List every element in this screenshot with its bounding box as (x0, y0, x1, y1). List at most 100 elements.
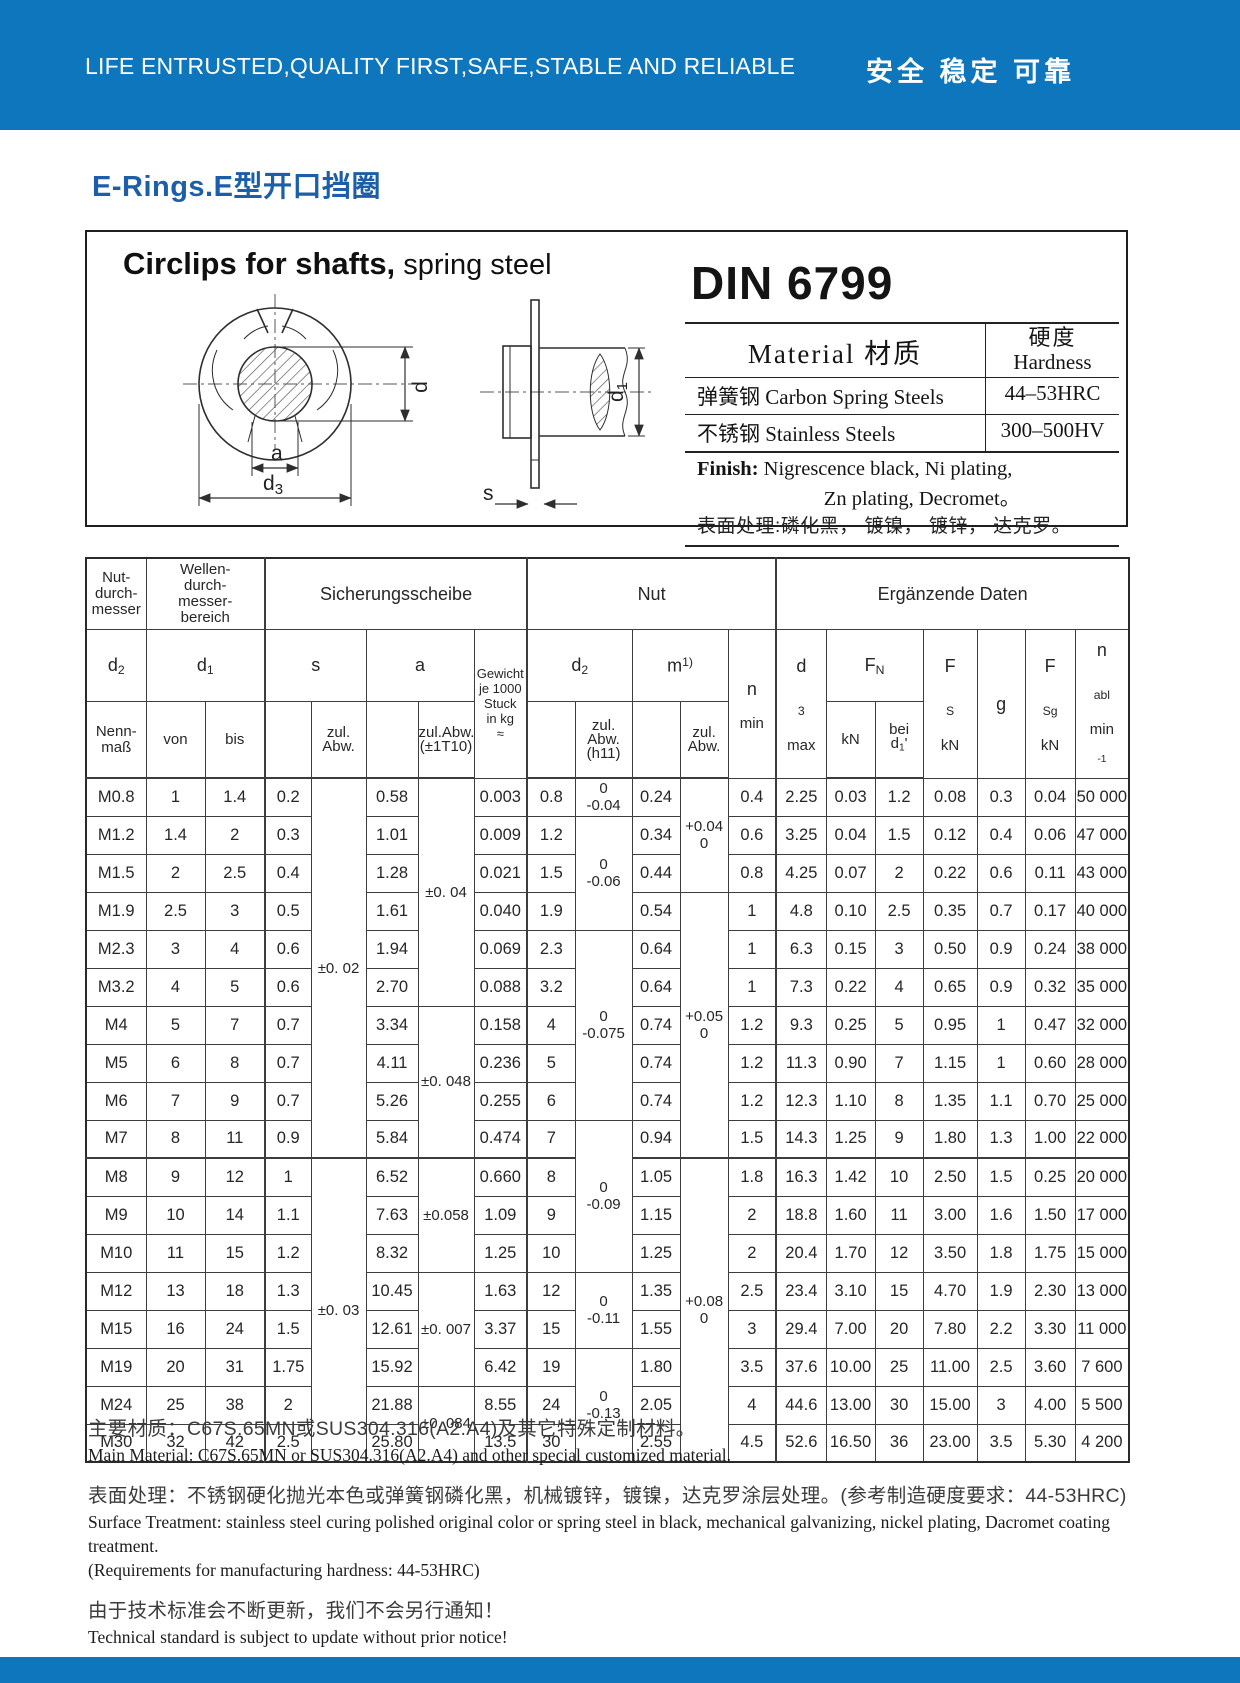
table-cell: 0.06 (1024, 815, 1076, 855)
table-cell: 2 (727, 1233, 778, 1273)
table-cell: 1.4 (204, 777, 267, 817)
tolerance-cell: 0 -0.09 (574, 1119, 633, 1273)
footer-line: (Requirements for manufacturing hardness… (88, 1560, 480, 1580)
col-header-fn-kn: kN (825, 701, 876, 780)
table-row: M15 16 24 1.5 12.61 3.37 15 1.55 3 29.4 7.00 20 7.80… (85, 1309, 1130, 1349)
table-cell: 10 (526, 1233, 576, 1273)
table-cell: 0.4 (264, 853, 312, 893)
collar-side (502, 345, 532, 439)
table-cell: 1.70 (825, 1233, 876, 1273)
table-cell: 4.25 (775, 853, 827, 893)
table-cell: 1 (727, 967, 778, 1007)
table-cell: 0.5 (264, 891, 312, 931)
table-cell: 1 (976, 1043, 1026, 1083)
row-label: M1.9 (85, 891, 147, 931)
table-cell: 1.2 (727, 1081, 778, 1121)
table-cell: 30 (526, 1423, 576, 1463)
table-cell: 15.92 (365, 1347, 419, 1387)
footer-line: 表面处理：不锈钢硬化抛光本色或弹簧钢磷化黑，机械镀锌，镀镍，达克罗涂层处理。(参… (88, 1485, 1127, 1507)
table-cell: 0.4 (976, 815, 1026, 855)
table-cell: 5.26 (365, 1081, 419, 1121)
material-row: 不锈钢 Stainless Steels 300–500HV (685, 415, 1119, 453)
table-cell: 0.6 (264, 967, 312, 1007)
tolerance-cell: ±0.058 (417, 1157, 475, 1273)
table-cell: 9.3 (775, 1005, 827, 1045)
material-header-cell: Material 材质 (747, 339, 923, 369)
row-label: M0.8 (85, 777, 147, 817)
table-cell: 16.3 (775, 1157, 827, 1197)
col-group-sicherungsscheibe: Sicherungsscheibe (264, 557, 529, 630)
table-cell: 0.003 (473, 777, 529, 817)
table-cell: 38 000 (1074, 929, 1130, 969)
table-cell: 1.2 (727, 1005, 778, 1045)
table-cell: 0.04 (825, 815, 876, 855)
tolerance-cell: +0.05 0 (679, 891, 729, 1159)
table-cell: 0.94 (631, 1119, 681, 1159)
table-cell: 25 000 (1074, 1081, 1130, 1121)
table-cell: 10.00 (825, 1347, 876, 1387)
table-cell: 18.8 (775, 1195, 827, 1235)
table-cell: 2.70 (365, 967, 419, 1007)
table-cell: 11 000 (1074, 1309, 1130, 1349)
table-row: M19 20 31 1.75 15.92 6.42 19 0 -0.13 1.80 3.5 37.6… (85, 1347, 1130, 1463)
table-cell: 43 000 (1074, 853, 1130, 893)
table-cell: 4 (727, 1385, 778, 1425)
col-header-d1: d1 (145, 628, 267, 703)
table-cell: 24 (204, 1309, 267, 1349)
row-label: M12 (85, 1271, 147, 1311)
col-header-m1: m1) (631, 628, 729, 703)
row-label: M5 (85, 1043, 147, 1083)
row-label: M19 (85, 1347, 147, 1387)
table-cell: 1.75 (264, 1347, 312, 1387)
table-cell: 20 (145, 1347, 206, 1387)
table-cell: 1.5 (264, 1309, 312, 1349)
table-cell: 2.5 (204, 853, 267, 893)
table-cell: 0.11 (1024, 853, 1076, 893)
table-cell: 0.32 (1024, 967, 1076, 1007)
table-cell: 0.34 (631, 815, 681, 855)
table-cell: 1.5 (976, 1157, 1026, 1197)
col-header-nabl: n abl min -1 (1074, 629, 1130, 779)
table-cell: 1.55 (631, 1309, 681, 1349)
table-cell: 7.63 (365, 1195, 419, 1235)
col-header-g: g (976, 629, 1026, 779)
table-cell: 1.28 (365, 853, 419, 893)
table-cell: 6 (145, 1043, 206, 1083)
table-cell: 23.00 (922, 1423, 978, 1463)
table-cell: 1.25 (473, 1233, 529, 1273)
tolerance-cell: 0 -0.04 (574, 777, 633, 817)
table-cell: 0.25 (825, 1005, 876, 1045)
table-cell: 3.60 (1024, 1347, 1076, 1387)
table-cell: 0.74 (631, 1081, 681, 1121)
table-cell: 30 (874, 1385, 924, 1425)
table-cell: 5.84 (365, 1119, 419, 1159)
footer-line: 由于技术标准会不断更新，我们不会另行通知！ (88, 1600, 504, 1622)
table-cell: 0.12 (922, 815, 978, 855)
col-group-ergaenzende-daten: Ergänzende Daten (775, 557, 1130, 630)
table-cell: 18 (204, 1271, 267, 1311)
table-cell: 11 (204, 1119, 267, 1159)
table-cell: 1.2 (526, 815, 576, 855)
table-cell: 3 (204, 891, 267, 931)
table-cell: 1.6 (976, 1195, 1026, 1235)
table-cell: 2.5 (145, 891, 206, 931)
col-header-gewicht: Gewicht je 1000 Stuck in kg ≈ (473, 629, 529, 779)
table-cell: 3.10 (825, 1271, 876, 1311)
table-cell: 9 (204, 1081, 267, 1121)
table-cell: 0.255 (473, 1081, 529, 1121)
product-heading-bold: Circlips for shafts, (123, 246, 396, 281)
shaft-break-hatch (589, 353, 611, 431)
table-cell: 0.040 (473, 891, 529, 931)
table-cell: 35 000 (1074, 967, 1130, 1007)
row-label: M1.2 (85, 815, 147, 855)
table-cell: 1.15 (922, 1043, 978, 1083)
tolerance-cell: +0.08 0 (679, 1157, 729, 1463)
table-cell: 1.3 (976, 1119, 1026, 1159)
table-cell: 3.00 (922, 1195, 978, 1235)
bottom-banner (0, 1657, 1240, 1683)
table-cell: 7 (204, 1005, 267, 1045)
table-cell: 1.09 (473, 1195, 529, 1235)
table-row: M9 10 14 1.1 7.63 1.09 9 1.15 2 18.8 1.60 11 3.00 1.6… (85, 1195, 1130, 1235)
table-cell: 19 (526, 1347, 576, 1387)
tolerance-cell: ±0. 048 (417, 1005, 475, 1159)
